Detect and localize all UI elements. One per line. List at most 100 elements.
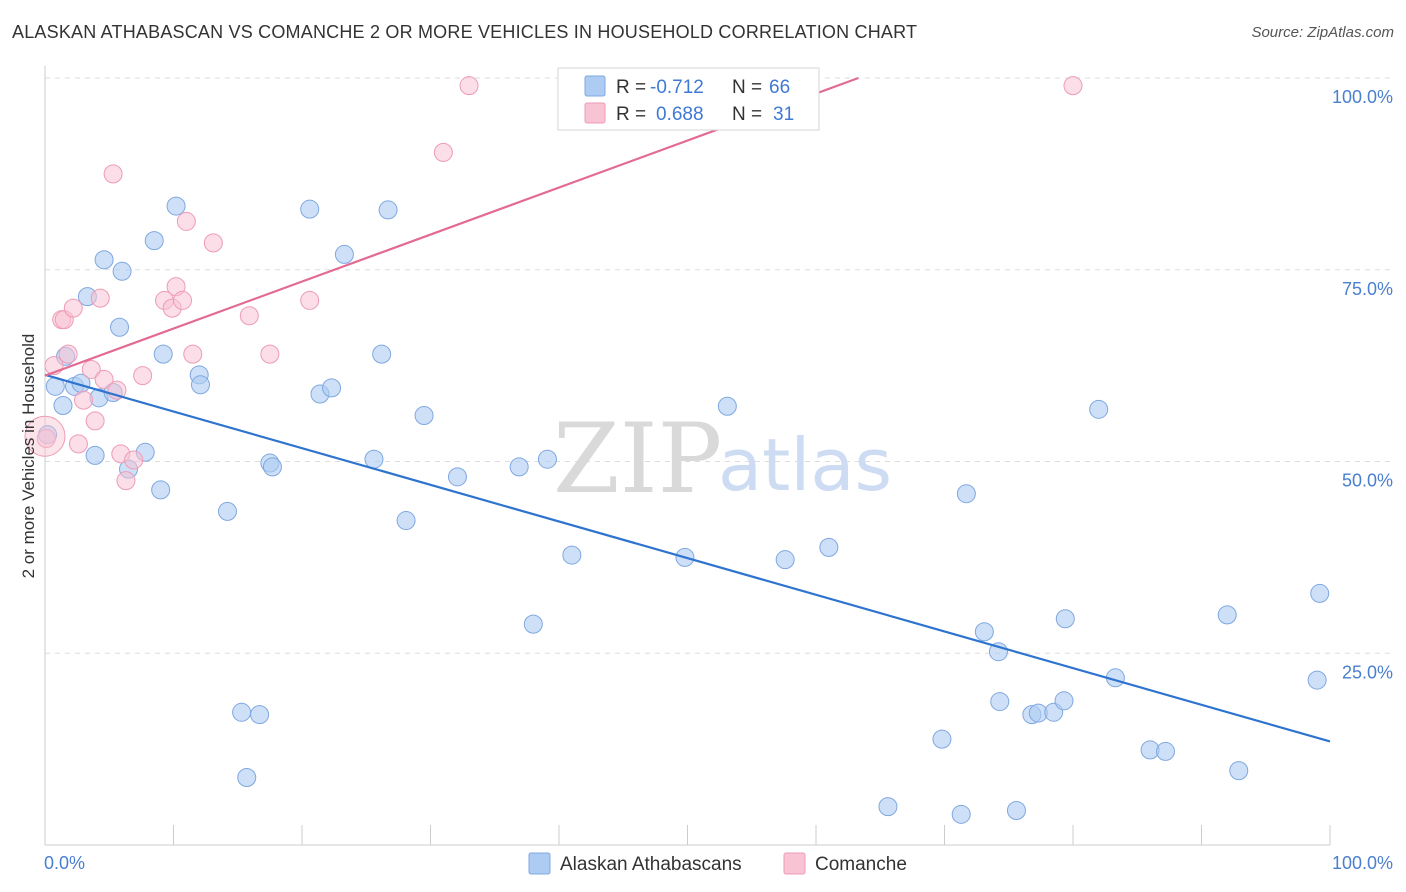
data-point bbox=[459, 76, 479, 96]
data-point bbox=[334, 244, 354, 264]
data-point bbox=[1307, 670, 1327, 690]
source-label: Source: ZipAtlas.com bbox=[1251, 24, 1394, 41]
data-point bbox=[53, 396, 73, 416]
data-point bbox=[523, 614, 543, 634]
bottom-legend-label-2: Comanche bbox=[815, 854, 907, 875]
data-point bbox=[433, 142, 453, 162]
data-point bbox=[562, 545, 582, 565]
data-point bbox=[1063, 76, 1083, 96]
series-alaskan-athabascans bbox=[38, 196, 1330, 824]
data-point bbox=[1089, 399, 1109, 419]
correlation-legend: R = -0.712 N = 66 R = 0.688 N = 31 bbox=[557, 67, 820, 131]
data-point bbox=[250, 705, 270, 725]
data-point bbox=[974, 622, 994, 642]
data-point bbox=[300, 199, 320, 219]
data-point bbox=[1229, 761, 1249, 781]
data-point bbox=[239, 306, 259, 326]
data-point bbox=[878, 797, 898, 817]
legend-r-label-1: R = bbox=[616, 77, 646, 98]
data-point bbox=[956, 484, 976, 504]
x-tick-labels: 0.0% 100.0% bbox=[44, 853, 1393, 873]
y-tick-label: 25.0% bbox=[1342, 662, 1393, 682]
data-point bbox=[81, 359, 101, 379]
bottom-legend-label-1: Alaskan Athabascans bbox=[560, 854, 742, 875]
data-point bbox=[414, 405, 434, 425]
data-point bbox=[1054, 691, 1074, 711]
data-point bbox=[232, 702, 252, 722]
watermark-atlas: atlas bbox=[718, 423, 892, 507]
legend-swatch-blue bbox=[584, 75, 606, 97]
data-point bbox=[262, 457, 282, 477]
data-point bbox=[322, 378, 342, 398]
data-point bbox=[1310, 583, 1330, 603]
series-legend: Alaskan Athabascans Comanche bbox=[528, 852, 907, 875]
trend-line-alaskan-athabascans bbox=[44, 373, 1331, 743]
data-point bbox=[183, 344, 203, 364]
data-point bbox=[90, 288, 110, 308]
data-point bbox=[116, 471, 136, 491]
data-point bbox=[447, 467, 467, 487]
data-point bbox=[396, 511, 416, 531]
data-point bbox=[364, 449, 384, 469]
data-point bbox=[133, 366, 153, 386]
data-point bbox=[1006, 800, 1026, 820]
data-point bbox=[300, 290, 320, 310]
data-point bbox=[190, 375, 210, 395]
data-point bbox=[112, 261, 132, 281]
series-comanche bbox=[24, 76, 1083, 491]
y-tick-label: 50.0% bbox=[1342, 471, 1393, 491]
data-point bbox=[951, 804, 971, 824]
data-point bbox=[110, 317, 130, 337]
data-point bbox=[260, 344, 280, 364]
data-point bbox=[819, 537, 839, 557]
legend-n-label-1: N = bbox=[732, 77, 762, 98]
data-point bbox=[203, 233, 223, 253]
watermark-zip: ZIP bbox=[553, 403, 722, 515]
data-point bbox=[372, 344, 392, 364]
data-point bbox=[932, 729, 952, 749]
data-point bbox=[1217, 605, 1237, 625]
data-point bbox=[176, 211, 196, 231]
data-point bbox=[58, 344, 78, 364]
data-point bbox=[151, 480, 171, 500]
data-point bbox=[74, 390, 94, 410]
bottom-legend-swatch-blue bbox=[528, 852, 551, 875]
data-point bbox=[237, 768, 257, 788]
data-point bbox=[124, 450, 144, 470]
bottom-legend-swatch-pink bbox=[783, 852, 806, 875]
data-point bbox=[153, 344, 173, 364]
x-tick-label: 100.0% bbox=[1332, 853, 1393, 873]
legend-r-label-2: R = bbox=[616, 104, 646, 125]
legend-n-value-1: 66 bbox=[769, 77, 790, 98]
data-point bbox=[717, 396, 737, 416]
data-point bbox=[85, 411, 105, 431]
data-point bbox=[144, 231, 164, 251]
y-tick-label: 75.0% bbox=[1342, 279, 1393, 299]
data-point bbox=[63, 298, 83, 318]
data-point bbox=[537, 449, 557, 469]
data-point bbox=[166, 196, 186, 216]
data-point bbox=[103, 164, 123, 184]
data-point bbox=[775, 550, 795, 570]
data-point bbox=[36, 428, 56, 448]
data-point-large bbox=[24, 415, 66, 457]
legend-r-value-2: 0.688 bbox=[656, 104, 704, 125]
data-point bbox=[94, 369, 114, 389]
data-point bbox=[172, 290, 192, 310]
data-point bbox=[217, 501, 237, 521]
data-point bbox=[85, 445, 105, 465]
y-tick-labels: 25.0% 50.0% 75.0% 100.0% bbox=[1332, 87, 1393, 682]
data-point bbox=[94, 250, 114, 270]
axes bbox=[44, 66, 1331, 846]
y-tick-label: 100.0% bbox=[1332, 87, 1393, 107]
data-point bbox=[509, 457, 529, 477]
legend-r-value-1: -0.712 bbox=[650, 77, 704, 98]
data-point bbox=[378, 200, 398, 220]
legend-n-value-2: 31 bbox=[773, 104, 794, 125]
legend-swatch-pink bbox=[584, 102, 606, 124]
legend-n-label-2: N = bbox=[732, 104, 762, 125]
data-point bbox=[990, 692, 1010, 712]
x-tick-label: 0.0% bbox=[44, 853, 85, 873]
data-point bbox=[1055, 609, 1075, 629]
